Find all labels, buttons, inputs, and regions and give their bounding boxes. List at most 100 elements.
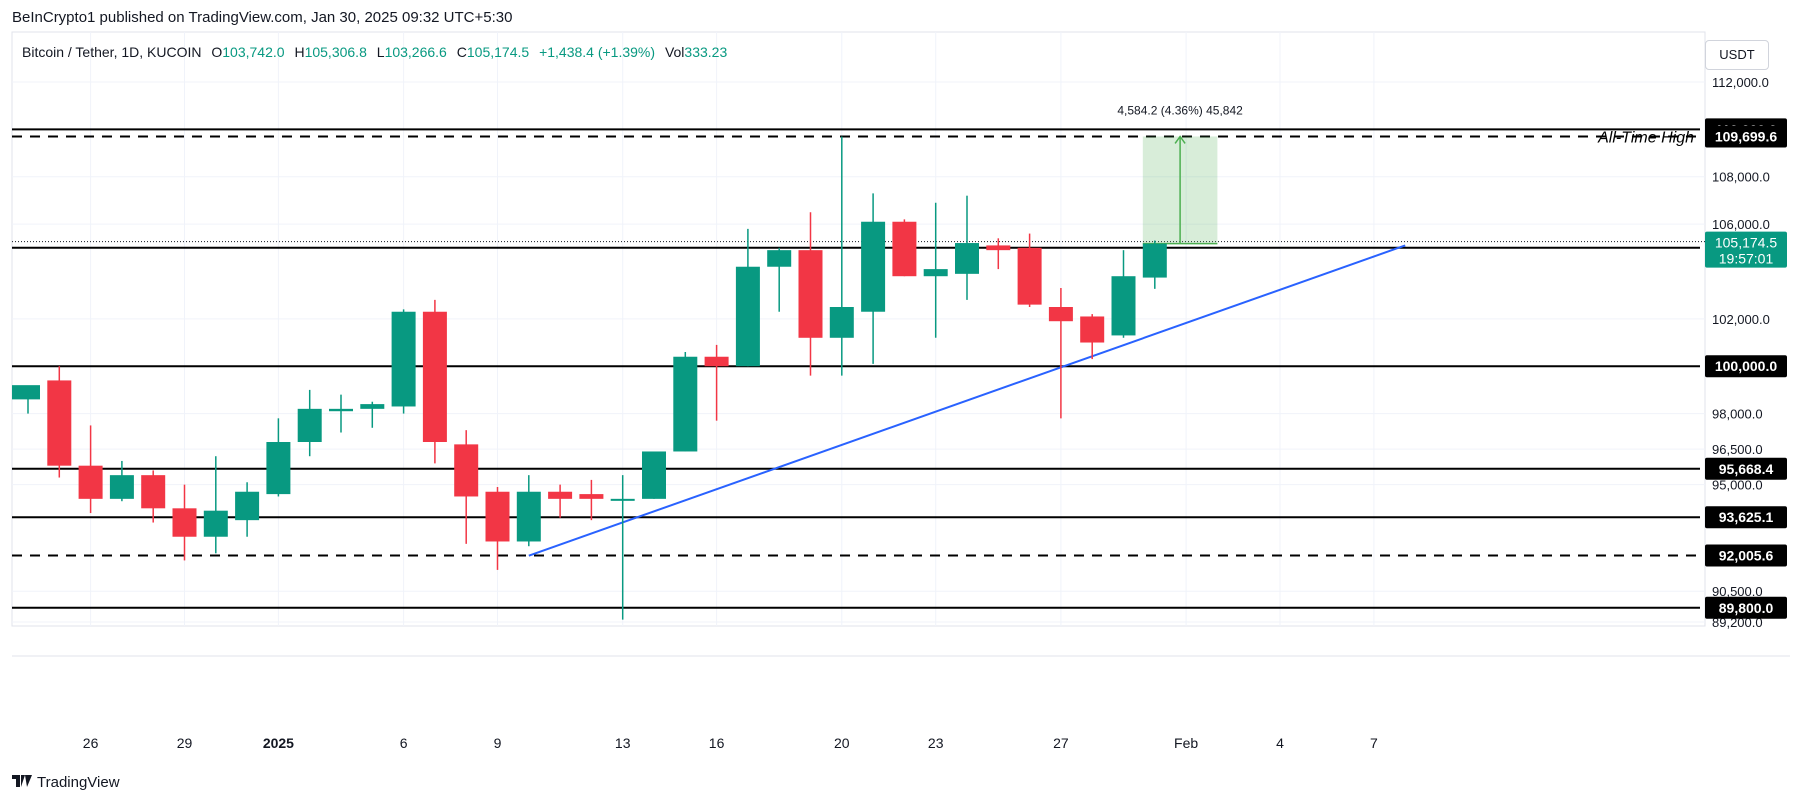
high-value: 105,306.8 <box>304 44 367 60</box>
candles <box>12 136 1167 620</box>
candle-body <box>1048 307 1073 322</box>
x-tick-label: 27 <box>1053 735 1069 751</box>
candle-body <box>1017 247 1042 305</box>
publish-header: BeInCrypto1 published on TradingView.com… <box>12 9 513 26</box>
tradingview-logo-icon <box>12 774 32 791</box>
level-price-text: 95,668.4 <box>1719 461 1774 477</box>
candle-body <box>422 311 447 442</box>
level-price-tag <box>1705 355 1787 378</box>
currency-selector[interactable]: USDT <box>1705 40 1769 70</box>
candle-body <box>579 494 604 499</box>
candle-body <box>1111 276 1136 336</box>
open-value: 103,742.0 <box>222 44 285 60</box>
y-tick-label: 112,000.0 <box>1712 75 1769 90</box>
candle-body <box>329 408 353 412</box>
measure-label: 4,584.2 (4.36%) 45,842 <box>1117 103 1243 117</box>
level-price-text: 100,000.0 <box>1715 358 1777 374</box>
countdown-text: 19:57:01 <box>1719 251 1774 267</box>
candle-body <box>610 498 635 501</box>
x-tick-label: 7 <box>1370 735 1378 751</box>
candle-body <box>235 491 260 521</box>
candle-body <box>391 311 416 407</box>
candle-body <box>642 451 666 499</box>
volume-value: 333.23 <box>684 44 728 60</box>
y-tick-label: 96,500.0 <box>1712 442 1763 457</box>
current-price-tag <box>1705 231 1787 268</box>
y-tick-label: 102,000.0 <box>1712 312 1770 327</box>
current-price-text: 105,174.5 <box>1715 235 1777 251</box>
x-tick-label: 26 <box>83 735 99 751</box>
symbol-name: Bitcoin / Tether, 1D, KUCOIN <box>22 44 202 60</box>
candle-body <box>767 250 792 267</box>
x-tick-label: 13 <box>615 735 631 751</box>
x-tick-label: 29 <box>177 735 193 751</box>
candle-body <box>673 356 698 452</box>
candle-body <box>955 243 979 274</box>
level-price-tag <box>1705 544 1787 567</box>
x-tick-label: 20 <box>834 735 850 751</box>
candle-body <box>203 510 228 537</box>
candle-body <box>861 221 886 312</box>
level-price-tag <box>1705 506 1787 529</box>
candle-body <box>109 475 134 499</box>
candle-body <box>516 491 541 542</box>
candle-body <box>141 475 166 509</box>
candle-body <box>798 250 823 338</box>
plot-frame <box>11 31 1706 627</box>
change-value: +1,438.4 (+1.39%) <box>539 44 656 60</box>
candle-body <box>923 269 948 277</box>
symbol-legend: Bitcoin / Tether, 1D, KUCOIN O103,742.0 … <box>22 44 727 60</box>
candle-body <box>829 307 854 338</box>
tradingview-brand[interactable]: TradingView <box>12 774 120 791</box>
candle-body <box>986 245 1011 251</box>
volume-label: Vol <box>664 44 685 60</box>
x-tick-label: 9 <box>494 735 502 751</box>
low-label: L <box>376 44 385 60</box>
trendline <box>528 244 1406 557</box>
candle-body <box>1080 316 1105 343</box>
candle-body <box>360 404 385 409</box>
trendline-layer <box>528 244 1406 557</box>
candle-body <box>297 408 322 442</box>
x-tick-label: 2025 <box>263 735 294 751</box>
candle-body <box>704 356 729 367</box>
x-axis-ticks: 26 29 2025 6 9 13 16 20 23 27 Feb 4 7 <box>83 735 1378 751</box>
open-label: O <box>211 44 223 60</box>
x-tick-label: 6 <box>400 735 408 751</box>
y-tick-label: 106,000.0 <box>1712 217 1770 232</box>
horizontal-levels: All-Time High <box>12 128 1705 609</box>
measure-arrow-head <box>1174 135 1186 144</box>
level-price-text: 89,800.0 <box>1719 600 1774 616</box>
candle-body <box>47 380 72 466</box>
candle-body <box>1142 243 1167 278</box>
low-value: 103,266.6 <box>384 44 447 60</box>
level-price-tag <box>1705 596 1787 619</box>
measure-tool: 4,584.2 (4.36%) 45,842 <box>1117 103 1243 245</box>
candle-body <box>78 465 103 499</box>
x-tick-label: 23 <box>928 735 944 751</box>
all-time-high-label: All-Time High <box>1597 129 1694 146</box>
level-price-text: 109,699.6 <box>1715 128 1777 144</box>
level-price-text: 92,005.6 <box>1719 548 1774 564</box>
y-tick-label: 108,000.0 <box>1712 170 1770 185</box>
high-label: H <box>294 44 305 60</box>
brand-name: TradingView <box>37 774 120 791</box>
level-price-tag <box>1705 457 1787 480</box>
x-tick-label: Feb <box>1174 735 1198 751</box>
level-price-text: 93,625.1 <box>1719 509 1774 525</box>
y-tick-label: 95,000.0 <box>1712 478 1763 493</box>
candle-body <box>892 221 917 277</box>
y-tick-label: 98,000.0 <box>1712 407 1763 422</box>
candle-body <box>266 442 291 495</box>
close-label: C <box>456 44 467 60</box>
x-tick-label: 16 <box>709 735 725 751</box>
candle-body <box>548 491 573 499</box>
grid-lines <box>11 31 1790 657</box>
candle-body <box>454 444 479 497</box>
level-price-tag <box>1705 125 1787 148</box>
candle-body <box>172 508 197 537</box>
candle-body <box>485 491 510 542</box>
y-axis-ticks: 112,000.0 108,000.0 106,000.0 102,000.0 98,0… <box>1712 75 1770 630</box>
close-value: 105,174.5 <box>466 44 530 60</box>
